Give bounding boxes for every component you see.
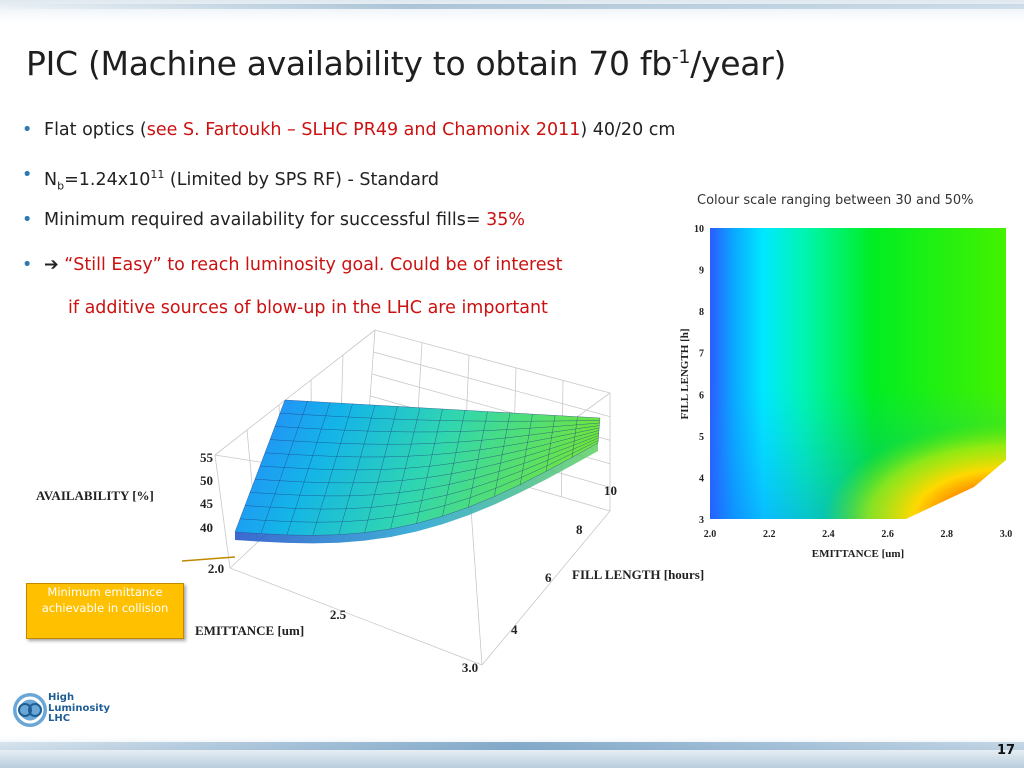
arrow-icon: ➔ xyxy=(44,255,59,275)
emittance-callout: Minimum emittance achievable in collisio… xyxy=(26,583,184,639)
hl-lhc-logo xyxy=(10,688,50,734)
surface-z-tick: 40 xyxy=(200,520,213,535)
bullet-dot: • xyxy=(22,255,33,275)
heatmap-y-tick: 8 xyxy=(699,307,704,318)
surface-grid-line xyxy=(274,422,600,433)
surface-grid-line xyxy=(234,442,599,536)
surface-x-tick: 2.5 xyxy=(330,607,347,622)
bullet-dot: • xyxy=(22,210,33,230)
callout-pointer xyxy=(181,556,236,562)
surface-grid-line xyxy=(284,399,601,419)
heatmap-y-tick: 6 xyxy=(699,390,704,401)
surface-grid-line xyxy=(264,427,600,458)
heatmap-x-tick: 2.6 xyxy=(881,529,894,540)
heatmap-y-tick: 4 xyxy=(699,473,704,484)
conclusion-continuation: if additive sources of blow-up in the LH… xyxy=(68,298,548,318)
bottom-decor-band xyxy=(0,736,1024,768)
surface-fill xyxy=(235,400,600,536)
heatmap-y-label: FILL LENGTH [h] xyxy=(679,328,691,419)
heatmap-x-tick: 2.2 xyxy=(763,529,776,540)
heatmap-caption: Colour scale ranging between 30 and 50% xyxy=(697,193,974,208)
heatmap-x-tick: 2.8 xyxy=(941,529,954,540)
heatmap-y-tick: 9 xyxy=(699,266,704,277)
surface-y-tick: 4 xyxy=(511,622,518,637)
surface-x-tick: 2.0 xyxy=(208,561,224,576)
heatmap-y-tick: 10 xyxy=(694,224,704,235)
bullet-availability: • Minimum required availability for succ… xyxy=(22,207,675,252)
surface-grid-line xyxy=(244,437,599,510)
surface-grid-line xyxy=(269,425,600,445)
heatmap-x-tick: 2.0 xyxy=(704,529,717,540)
page-number: 17 xyxy=(997,743,1016,758)
surface-z-tick: 55 xyxy=(200,450,214,465)
heatmap-y-tick: 7 xyxy=(699,349,704,360)
surface-grid-line xyxy=(279,412,600,422)
heatmap-white-region xyxy=(906,460,1006,519)
surface-grid-line xyxy=(249,435,599,497)
heatmap-svg: 3 4 5 6 7 8 9 10 2.0 2.2 2.4 2.6 2.8 3.0 FILL LENGTH… xyxy=(679,224,1013,560)
heatmap-y-tick: 3 xyxy=(699,515,704,526)
heatmap-y-tick: 5 xyxy=(699,432,704,443)
surface-z-label: AVAILABILITY [%] xyxy=(36,488,154,503)
heatmap-figure: 3 4 5 6 7 8 9 10 2.0 2.2 2.4 2.6 2.8 3.0 FILL LENGTH… xyxy=(674,212,1019,566)
surface-mesh xyxy=(234,399,601,544)
surface-x-label: EMITTANCE [um] xyxy=(195,623,304,638)
surface-y-tick: 8 xyxy=(576,522,583,537)
surface-grid-line xyxy=(259,430,600,471)
availability-value: 35% xyxy=(486,210,526,230)
surface-x-tick: 3.0 xyxy=(462,660,478,675)
bullet-dot: • xyxy=(22,165,33,185)
surface-z-tick: 50 xyxy=(200,473,213,488)
surface-y-tick: 6 xyxy=(545,570,552,585)
bullet-dot: • xyxy=(22,120,33,140)
bullet-conclusion: • ➔ “Still Easy” to reach luminosity goa… xyxy=(22,252,675,297)
surface-y-label: FILL LENGTH [hours] xyxy=(572,567,704,582)
heatmap-x-tick: 3.0 xyxy=(1000,529,1013,540)
top-decor-band xyxy=(0,0,1024,22)
surface-grid-line xyxy=(239,440,599,523)
bullet-list: • Flat optics (see S. Fartoukh – SLHC PR… xyxy=(22,117,675,297)
heatmap-x-label: EMITTANCE [um] xyxy=(812,548,904,560)
surface-figure: 55 50 45 40 2.0 2.5 3.0 10 8 6 4 AVAILABILITY [%… xyxy=(30,325,770,689)
surface-y-tick: 10 xyxy=(604,483,617,498)
bullet-nb: • Nb=1.24x1011 (Limited by SPS RF) - Sta… xyxy=(22,162,675,207)
surface-z-tick: 45 xyxy=(200,496,214,511)
logo-rings-icon xyxy=(13,693,47,727)
reference-text: see S. Fartoukh – SLHC PR49 and Chamonix… xyxy=(146,120,581,140)
logo-text: High Luminosity LHC xyxy=(48,692,111,724)
slide-title: PIC (Machine availability to obtain 70 f… xyxy=(26,44,787,83)
surface-grid-line xyxy=(254,432,599,484)
bullet-optics: • Flat optics (see S. Fartoukh – SLHC PR… xyxy=(22,117,675,162)
heatmap-x-tick: 2.4 xyxy=(822,529,835,540)
heatmap-plot-area xyxy=(710,228,1006,519)
